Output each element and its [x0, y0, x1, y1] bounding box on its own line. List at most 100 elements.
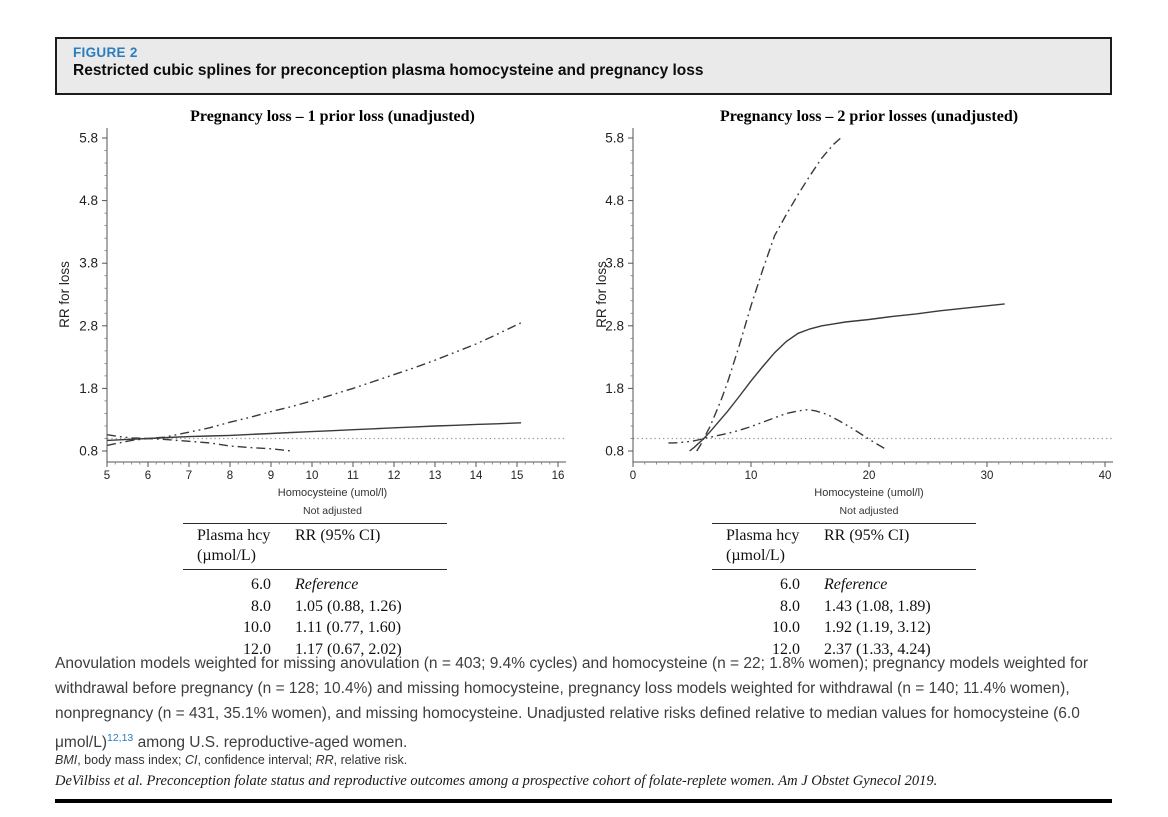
hcy-value: 8.0 — [251, 597, 271, 615]
y-tick-label: 2.8 — [605, 318, 624, 333]
chart-title: Pregnancy loss – 2 prior losses (unadjus… — [720, 108, 1018, 125]
y-tick-label: 4.8 — [605, 193, 624, 208]
y-tick-label: 2.8 — [79, 318, 98, 333]
caption-text: Anovulation models weighted for missing … — [55, 655, 1089, 752]
x-tick-label: 7 — [186, 470, 192, 482]
table-header-rr-ci: RR (95% CI) — [824, 523, 976, 570]
abbreviation-term: CI — [184, 753, 198, 767]
chart-pregnancy-loss-1-prior: 0.8 1.8 2.8 3.8 4.8 5.8 5 6 7 8 9 10 11 12 13 14 15 16 Pre… — [57, 108, 566, 517]
abbreviation-term: BMI — [55, 753, 78, 767]
x-tick-label: 40 — [1099, 470, 1112, 482]
rr-table-2-prior-losses: Plasma hcy (µmol/L) RR (95% CI) 6.0 Refer… — [712, 523, 976, 660]
y-tick-label: 3.8 — [605, 256, 624, 271]
x-tick-label: 15 — [511, 470, 524, 482]
x-tick-label: 9 — [268, 470, 274, 482]
abbreviation-term: RR — [315, 753, 334, 767]
x-tick-label: 11 — [347, 470, 359, 482]
hcy-value: 10.0 — [243, 619, 271, 636]
x-axis-label: Homocysteine (umol/l) — [814, 487, 923, 499]
figure-title: Restricted cubic splines for preconcepti… — [73, 62, 704, 79]
y-tick-label: 5.8 — [79, 131, 98, 146]
rr-ci-value: 1.43 (1.08, 1.89) — [824, 597, 931, 615]
table-row: 12.0 1.17 (0.67, 2.02) — [183, 639, 447, 661]
figure-caption: Anovulation models weighted for missing … — [55, 651, 1118, 755]
table-row: 10.0 1.92 (1.19, 3.12) — [712, 617, 976, 639]
table-header-plasma-hcy: Plasma hcy (µmol/L) — [712, 523, 824, 570]
table-header-plasma-hcy-line2: (µmol/L) — [197, 547, 256, 564]
source-citation: DeVilbiss et al. Preconception folate st… — [55, 773, 938, 789]
chart-title: Pregnancy loss – 1 prior loss (unadjuste… — [190, 108, 475, 125]
table-header-row: Plasma hcy (µmol/L) RR (95% CI) — [712, 523, 976, 570]
chart-footnote: Not adjusted — [303, 505, 362, 517]
table-header-plasma-hcy-line1: Plasma hcy — [197, 527, 271, 544]
abbreviation-definition: , body mass index; — [77, 753, 185, 767]
rr-ci-value: 2.37 (1.33, 4.24) — [824, 640, 931, 658]
chart-footnote: Not adjusted — [840, 505, 899, 517]
caption-text-continued: among U.S. reproductive-aged women. — [133, 734, 408, 752]
figure-header: FIGURE 2 Restricted cubic splines for pr… — [55, 37, 1112, 95]
table-header-row: Plasma hcy (µmol/L) RR (95% CI) — [183, 523, 447, 570]
table-row: 12.0 2.37 (1.33, 4.24) — [712, 639, 976, 661]
table-row: 10.0 1.11 (0.77, 1.60) — [183, 617, 447, 639]
y-tick-label: 1.8 — [79, 381, 98, 396]
x-axis-label: Homocysteine (umol/l) — [278, 487, 387, 499]
abbreviation-definition: , confidence interval; — [197, 753, 316, 767]
table-body: 6.0 Reference 8.0 1.05 (0.88, 1.26) 10.0 1.11… — [183, 570, 447, 661]
series-rr-estimate — [689, 303, 1005, 452]
rr-ci-value: 1.17 (0.67, 2.02) — [295, 640, 402, 658]
x-tick-label: 13 — [429, 470, 442, 482]
series-ci-lower — [668, 408, 888, 451]
table-row: 6.0 Reference — [183, 570, 447, 596]
x-tick-label: 20 — [863, 470, 876, 482]
x-tick-label: 30 — [981, 470, 994, 482]
chart-pregnancy-loss-2-prior: 0.8 1.8 2.8 3.8 4.8 5.8 0 10 20 30 40 Pregnancy los… — [594, 108, 1113, 517]
series-ci-upper — [106, 322, 522, 440]
rr-ci-value: 1.92 (1.19, 3.12) — [824, 619, 931, 636]
hcy-value: 8.0 — [780, 597, 800, 615]
x-tick-label: 16 — [552, 470, 565, 482]
y-tick-label: 5.8 — [605, 131, 624, 146]
series-rr-estimate — [106, 422, 522, 442]
y-axis-label: RR for loss — [594, 261, 609, 328]
y-tick-label: 3.8 — [79, 256, 98, 271]
x-tick-label: 14 — [470, 470, 483, 482]
x-tick-label: 6 — [145, 470, 151, 482]
abbreviation-note: BMI, body mass index; CI, confidence int… — [55, 753, 407, 767]
table-row: 8.0 1.05 (0.88, 1.26) — [183, 596, 447, 618]
rr-ci-value: Reference — [824, 576, 888, 593]
table-row: 6.0 Reference — [712, 570, 976, 596]
table-header-rr-ci: RR (95% CI) — [295, 523, 447, 570]
y-tick-label: 4.8 — [79, 193, 98, 208]
x-tick-label: 12 — [388, 470, 401, 482]
x-tick-label: 10 — [745, 470, 758, 482]
x-tick-label: 5 — [104, 470, 110, 482]
table-header-plasma-hcy-line2: (µmol/L) — [726, 547, 785, 564]
hcy-value: 10.0 — [772, 619, 800, 636]
series-ci-lower — [106, 437, 292, 452]
y-tick-label: 1.8 — [605, 381, 624, 396]
y-tick-label: 0.8 — [605, 444, 624, 459]
hcy-value: 12.0 — [772, 640, 800, 658]
figure-number: FIGURE 2 — [73, 45, 138, 60]
table-header-plasma-hcy-line1: Plasma hcy — [726, 527, 800, 544]
x-tick-label: 0 — [630, 470, 636, 482]
table-body: 6.0 Reference 8.0 1.43 (1.08, 1.89) 10.0 1.92… — [712, 570, 976, 661]
y-axis-label: RR for loss — [57, 261, 72, 328]
abbreviation-definition: , relative risk. — [333, 753, 408, 767]
x-tick-label: 10 — [306, 470, 319, 482]
rr-ci-value: Reference — [295, 576, 359, 593]
y-tick-label: 0.8 — [79, 444, 98, 459]
caption-reference-superscript[interactable]: 12,13 — [107, 732, 134, 744]
hcy-value: 6.0 — [251, 576, 271, 593]
hcy-value: 12.0 — [243, 640, 271, 658]
rr-ci-value: 1.05 (0.88, 1.26) — [295, 597, 402, 615]
rr-table-1-prior-loss: Plasma hcy (µmol/L) RR (95% CI) 6.0 Refer… — [183, 523, 447, 660]
bottom-divider — [55, 799, 1112, 803]
series-ci-upper — [696, 137, 842, 452]
rr-ci-value: 1.11 (0.77, 1.60) — [295, 619, 402, 636]
hcy-value: 6.0 — [780, 576, 800, 593]
table-header-plasma-hcy: Plasma hcy (µmol/L) — [183, 523, 295, 570]
table-row: 8.0 1.43 (1.08, 1.89) — [712, 596, 976, 618]
x-tick-label: 8 — [227, 470, 233, 482]
